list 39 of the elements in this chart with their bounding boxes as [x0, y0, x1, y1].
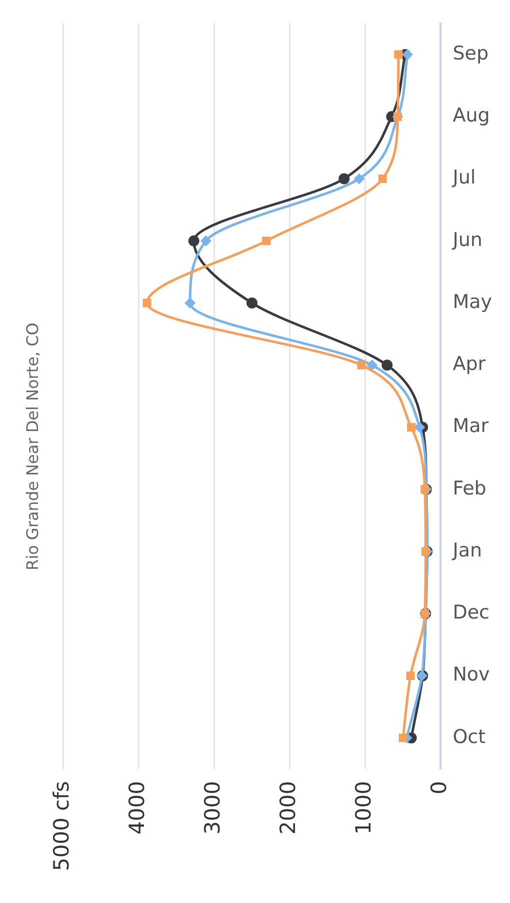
point [354, 173, 365, 184]
point [142, 298, 152, 308]
y-tick-label: Jul [452, 166, 476, 189]
y-tick-label: Jun [452, 228, 482, 251]
point [420, 485, 430, 494]
y-tick-label: May [452, 290, 492, 313]
point [262, 236, 271, 246]
point [246, 298, 258, 308]
point [406, 672, 415, 680]
text: Rio Grande Near Del Norte, CO [22, 322, 42, 570]
x-tick-label: 1000 [352, 781, 376, 834]
point [402, 48, 413, 60]
y-tick-label: Jan [452, 539, 482, 562]
y-tick-label: Apr [452, 353, 486, 376]
x-tick-label: 4000 [125, 781, 150, 834]
point [398, 734, 408, 742]
point [382, 360, 393, 371]
x-tick-label: 5000 cfs [50, 781, 74, 871]
point [421, 547, 430, 556]
x-tick-label: 3000 [200, 781, 225, 834]
point [407, 423, 416, 432]
point [338, 173, 350, 184]
point [414, 422, 426, 433]
point [366, 360, 378, 371]
y-tick-label: Nov [452, 664, 490, 686]
x-tick-label: 0 [427, 781, 452, 794]
y-tick-label: Sep [452, 42, 489, 64]
x-tick-label: 2000 [276, 781, 300, 834]
point [188, 235, 200, 246]
y-tick-label: Aug [452, 104, 490, 127]
point [394, 50, 403, 59]
point [184, 298, 196, 308]
point [200, 235, 212, 246]
y-tick-label: Feb [452, 477, 486, 500]
point [378, 174, 387, 183]
y-tick-label: Dec [452, 602, 490, 624]
y-tick-label: Oct [452, 726, 486, 748]
y-tick-label: Mar [452, 415, 489, 438]
point [357, 360, 366, 370]
